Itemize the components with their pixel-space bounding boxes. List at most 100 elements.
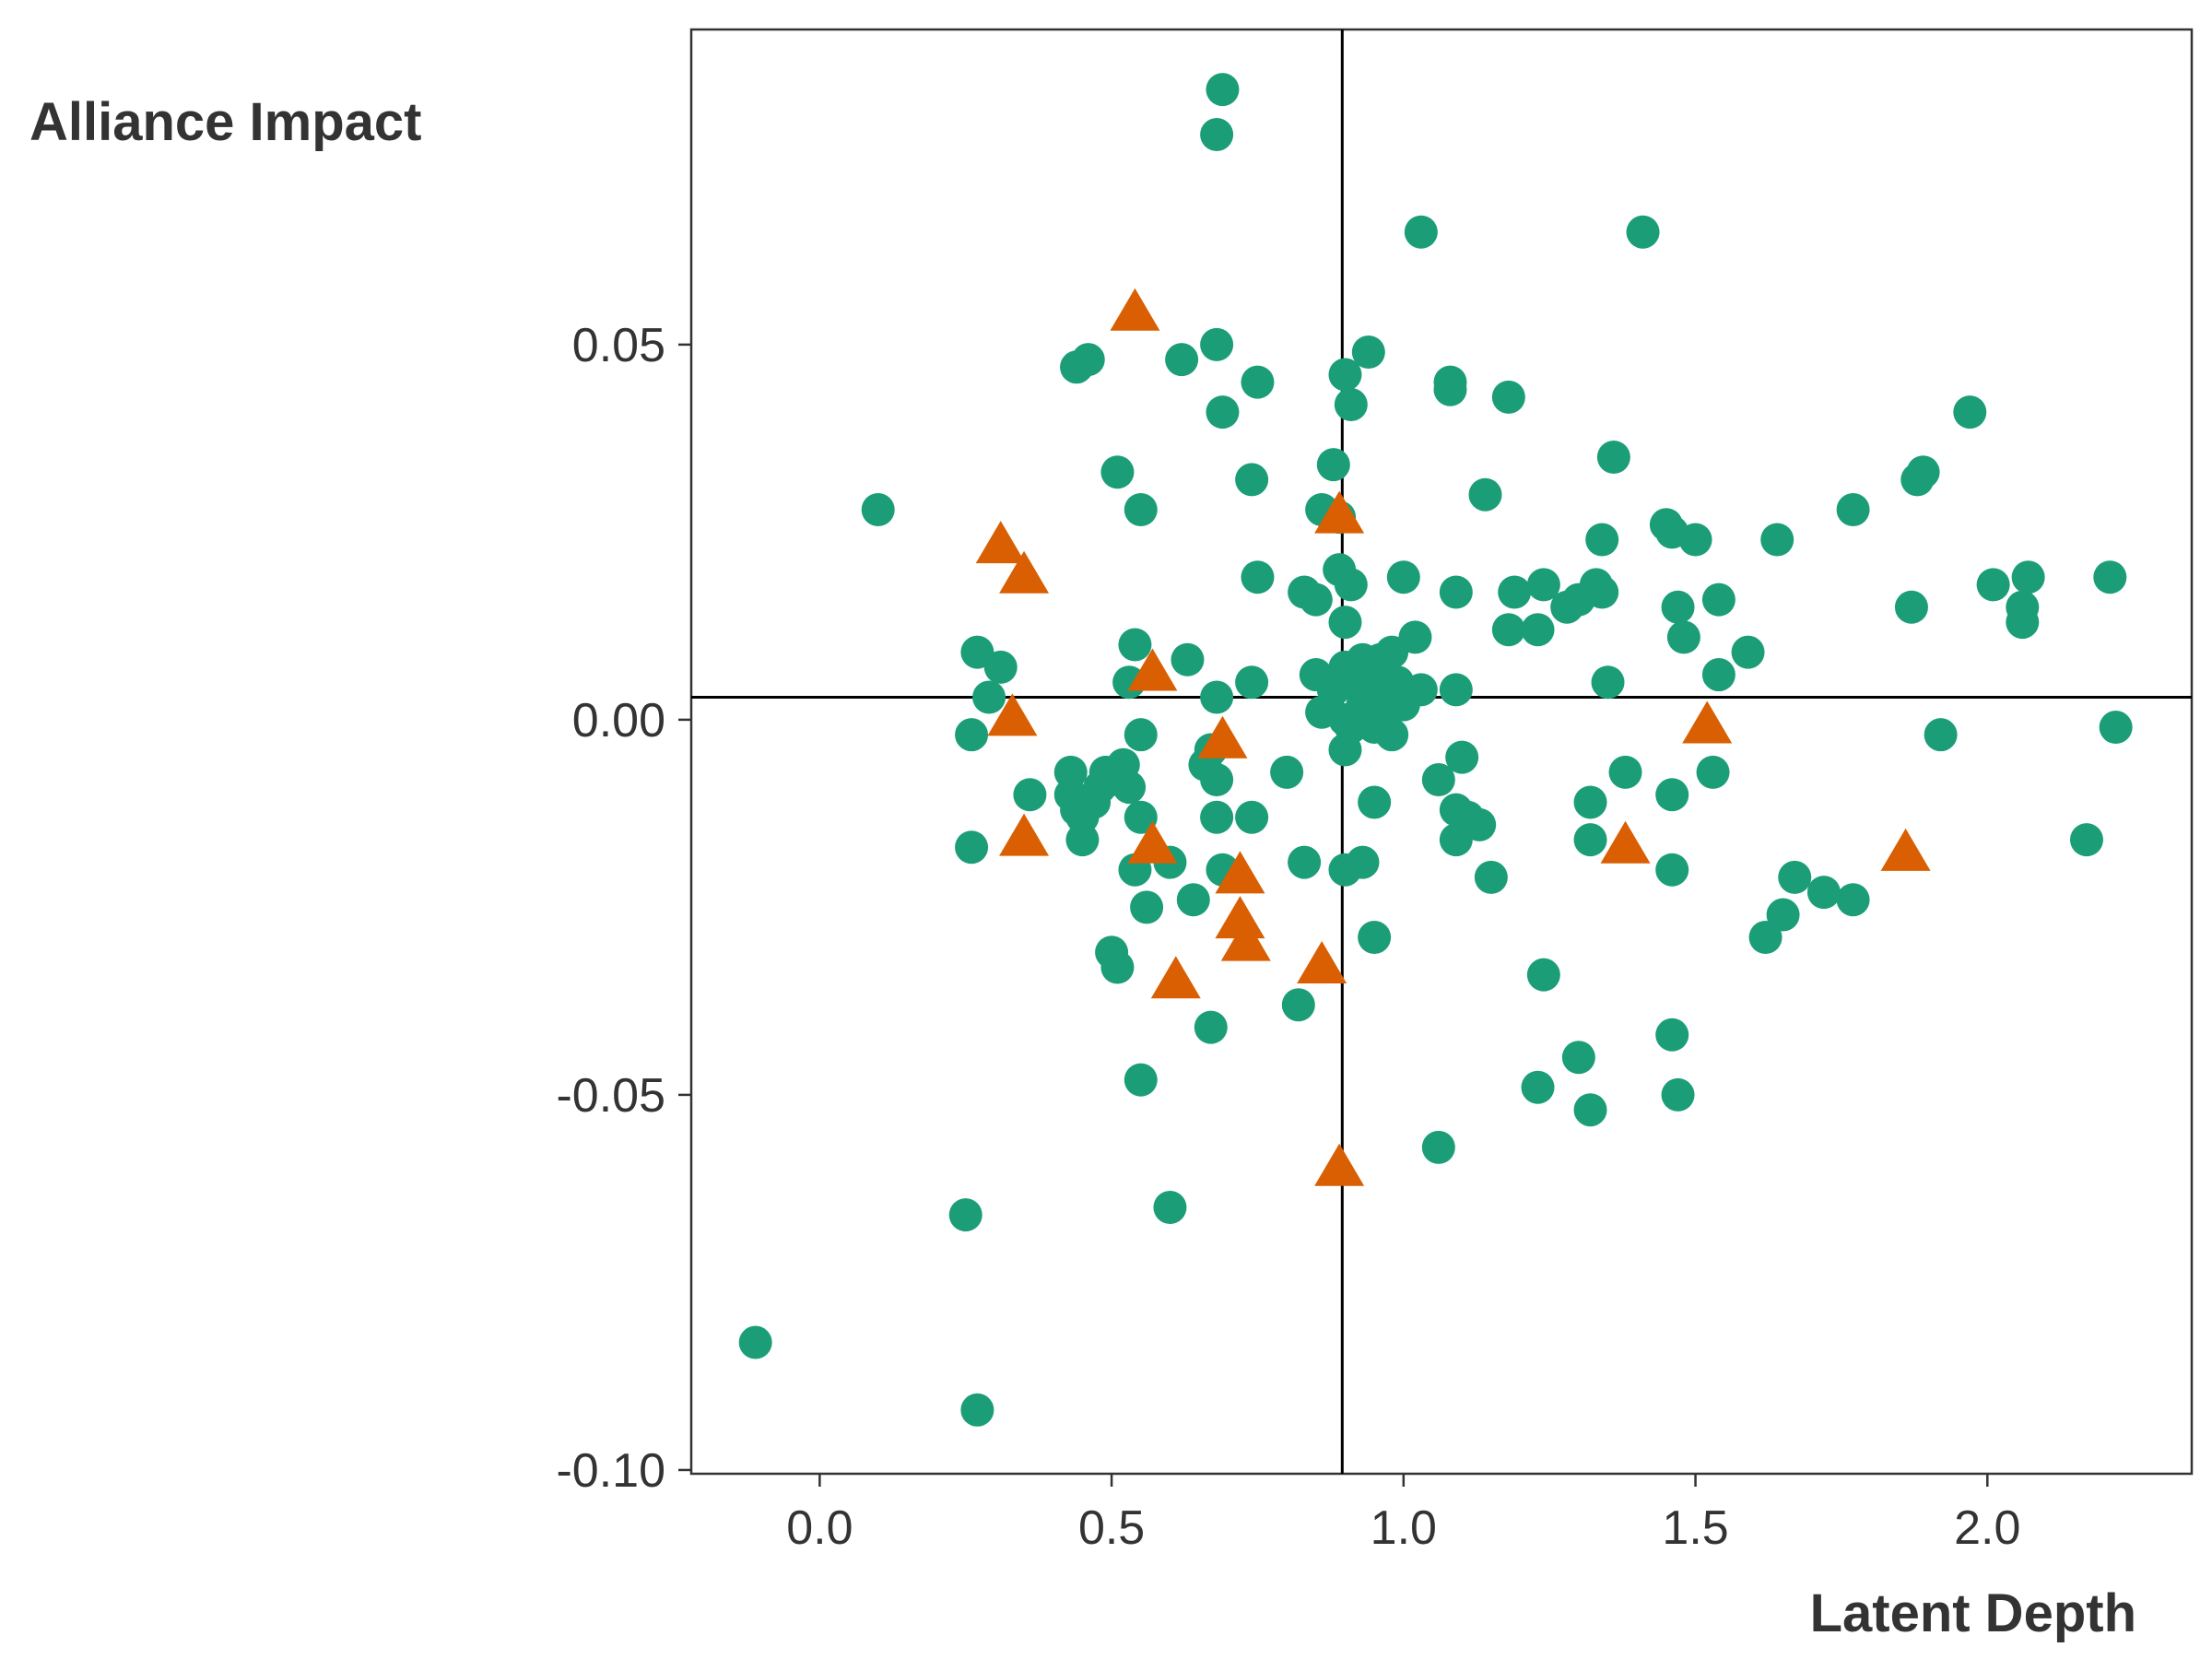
circle-point (1235, 800, 1269, 834)
circle-point (1701, 582, 1735, 617)
circle-point (948, 1198, 982, 1232)
circle-point (1358, 785, 1392, 819)
x-tick-label: 1.5 (1662, 1501, 1728, 1555)
x-tick-label: 0.0 (786, 1501, 853, 1555)
circle-point (1404, 215, 1438, 249)
x-tick-label: 0.5 (1078, 1501, 1145, 1555)
circle-point (1130, 890, 1164, 924)
triangle-point (1682, 700, 1733, 744)
circle-point (1100, 950, 1135, 984)
triangle-point (975, 521, 1026, 564)
triangle-point (1314, 1143, 1365, 1186)
circle-point (1778, 860, 1812, 894)
x-tick-label: 2.0 (1954, 1501, 2020, 1555)
circle-point (1924, 718, 1958, 752)
circle-point (1176, 883, 1210, 917)
circle-point (738, 1325, 772, 1359)
circle-point (1439, 823, 1473, 857)
circle-point (1328, 733, 1362, 767)
circle-point (1200, 327, 1234, 361)
circle-point (1608, 755, 1642, 789)
circle-point (2006, 606, 2040, 640)
circle-point (1573, 1093, 1607, 1127)
triangle-point (1880, 828, 1931, 871)
circle-point (1171, 642, 1205, 677)
circle-point (1806, 876, 1841, 910)
circle-point (1655, 1018, 1689, 1052)
plot-panel-border (689, 28, 2194, 1476)
circle-point (1498, 575, 1532, 609)
triangle-point (1127, 820, 1178, 864)
circle-point (1666, 620, 1700, 654)
y-tick-label: -0.10 (556, 1444, 665, 1498)
circle-point (1439, 575, 1473, 609)
circle-point (1112, 771, 1147, 805)
circle-point (1521, 1070, 1555, 1104)
circle-point (1521, 613, 1555, 647)
circle-point (1328, 358, 1362, 392)
circle-point (1701, 658, 1735, 692)
y-tick-label: 0.05 (572, 319, 665, 372)
circle-point (1241, 365, 1275, 399)
circle-point (1421, 763, 1455, 797)
circle-point (960, 1393, 994, 1427)
circle-point (1696, 755, 1730, 789)
x-tick-label: 1.0 (1371, 1501, 1437, 1555)
circle-point (1433, 372, 1467, 406)
circle-point (1363, 642, 1397, 677)
circle-point (2099, 711, 2133, 745)
circle-point (1351, 335, 1385, 370)
circle-point (1358, 920, 1392, 954)
circle-point (1299, 582, 1333, 617)
y-axis-title: Alliance Impact (29, 92, 421, 152)
circle-point (1288, 845, 1322, 879)
x-axis-title: Latent Depth (1810, 1583, 2136, 1643)
triangle-point (999, 813, 1050, 856)
circle-point (1561, 1041, 1595, 1075)
circle-point (1474, 860, 1508, 894)
circle-point (1748, 920, 1783, 954)
circle-point (1573, 785, 1607, 819)
circle-point (2093, 560, 2127, 594)
circle-point (1491, 380, 1525, 414)
circle-point (1235, 463, 1269, 497)
circle-point (1124, 800, 1158, 834)
circle-point (1573, 823, 1607, 857)
circle-point (1013, 778, 1047, 812)
circle-point (1421, 1130, 1455, 1164)
x-axis: 0.0 0.5 1.0 1.5 2.0 (786, 1474, 2020, 1555)
circle-point (1241, 560, 1275, 594)
circle-point (1124, 1063, 1158, 1097)
circle-point (1328, 606, 1362, 640)
circle-point (1468, 477, 1502, 512)
circle-point (1661, 590, 1695, 624)
triangle-point (1215, 896, 1265, 939)
circle-point (1334, 568, 1368, 602)
triangle-point (1110, 288, 1160, 331)
circle-point (1165, 343, 1199, 377)
circle-point (955, 830, 989, 865)
circle-point (1661, 1077, 1695, 1112)
triangle-point (1215, 851, 1265, 894)
circle-point (1731, 635, 1765, 669)
circle-point (1526, 958, 1560, 992)
circle-point (1194, 1010, 1228, 1044)
circle-point (1316, 448, 1350, 482)
circle-point (2069, 823, 2103, 857)
circle-point (1060, 350, 1094, 384)
circle-point (1386, 560, 1420, 594)
triangle-point (1314, 490, 1365, 534)
circle-point (1386, 688, 1420, 722)
circle-point (983, 650, 1018, 684)
circle-point (1200, 680, 1234, 714)
data-points (738, 73, 2133, 1427)
circle-point (1836, 883, 1870, 917)
circle-point (1678, 523, 1712, 557)
circle-point (1894, 590, 1928, 624)
circle-point (1439, 673, 1473, 707)
circle-point (1766, 898, 1800, 932)
circle-point (1100, 455, 1135, 489)
triangle-point (1600, 820, 1651, 864)
triangle-point (1127, 648, 1178, 691)
circle-point (1375, 718, 1409, 752)
